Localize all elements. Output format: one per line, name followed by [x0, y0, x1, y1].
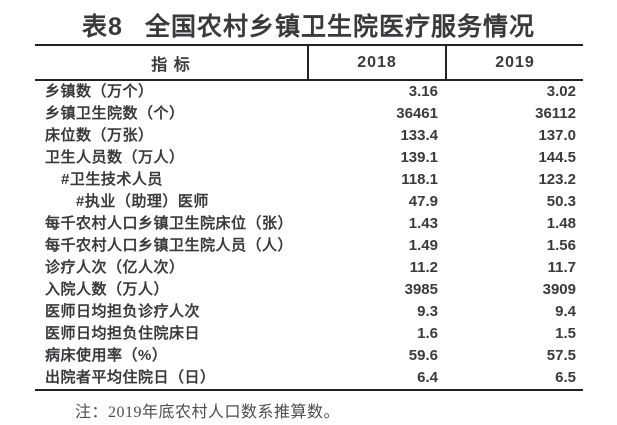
row-value-2019: 3.02: [546, 83, 576, 100]
row-value-2018: 3.16: [408, 83, 438, 100]
row-value-2018: 36461: [396, 105, 438, 122]
row-label: 病床使用率（%）: [45, 347, 168, 364]
row-label: 每千农村人口乡镇卫生院人员（人）: [45, 237, 294, 254]
table-row: 医师日均担负住院床日 1.6 1.5: [35, 323, 583, 345]
table-row: 乡镇数（万个） 3.16 3.02: [35, 81, 583, 103]
table-row-sub: #卫生技术人员 118.1 123.2: [35, 169, 583, 191]
table-title: 表8 全国农村乡镇卫生院医疗服务情况: [0, 7, 617, 43]
row-value-2019: 1.5: [555, 325, 576, 342]
header-year-2018: 2018: [307, 46, 445, 79]
row-value-2019: 57.5: [546, 347, 576, 364]
header-year-2019: 2019: [445, 46, 583, 79]
row-value-2018: 47.9: [408, 193, 438, 210]
row-value-2018: 11.2: [409, 259, 438, 276]
table-title-text: 全国农村乡镇卫生院医疗服务情况: [144, 13, 535, 41]
row-label: 乡镇卫生院数（个）: [45, 105, 185, 122]
row-value-2018: 118.1: [401, 171, 438, 188]
row-value-2018: 1.49: [408, 237, 438, 254]
row-value-2019: 3909: [542, 281, 576, 298]
table-row: 卫生人员数（万人） 139.1 144.5: [35, 147, 583, 169]
row-value-2018: 133.4: [400, 127, 438, 144]
table-row: 床位数（万张） 133.4 137.0: [35, 125, 583, 147]
row-value-2019: 144.5: [538, 149, 576, 166]
row-value-2018: 1.43: [408, 215, 438, 232]
row-value-2019: 123.2: [538, 171, 576, 188]
table-number: 表8: [82, 13, 123, 41]
row-label: 每千农村人口乡镇卫生院床位（张）: [45, 215, 294, 232]
row-label: 卫生人员数（万人）: [45, 149, 185, 166]
row-value-2019: 11.7: [547, 259, 576, 276]
table-row: 每千农村人口乡镇卫生院人员（人） 1.49 1.56: [35, 235, 583, 257]
row-label: 医师日均担负住院床日: [45, 325, 201, 342]
table-row-sub: #执业（助理）医师 47.9 50.3: [35, 191, 583, 213]
row-value-2018: 3985: [404, 281, 438, 298]
row-value-2019: 1.56: [546, 237, 576, 254]
table-row: 乡镇卫生院数（个） 36461 36112: [35, 103, 583, 125]
footnote: 注：2019年底农村人口数系推算数。: [75, 404, 341, 421]
row-label: 乡镇数（万个）: [45, 83, 154, 100]
row-label: 入院人数（万人）: [45, 281, 170, 298]
row-value-2018: 6.4: [417, 369, 438, 386]
row-label: #卫生技术人员: [61, 171, 163, 188]
row-label: 出院者平均住院日（日）: [45, 369, 216, 386]
row-value-2019: 9.4: [555, 303, 576, 320]
row-label: 诊疗人次（亿人次）: [45, 259, 185, 276]
table-row: 出院者平均住院日（日） 6.4 6.5: [35, 367, 583, 389]
row-value-2019: 137.0: [538, 127, 576, 144]
table-header-row: 指 标 2018 2019: [35, 44, 583, 81]
table-body: 乡镇数（万个） 3.16 3.02 乡镇卫生院数（个） 36461 36112 …: [35, 81, 583, 391]
row-label: 医师日均担负诊疗人次: [45, 303, 201, 320]
row-value-2018: 9.3: [417, 303, 438, 320]
table-row: 入院人数（万人） 3985 3909: [35, 279, 583, 301]
row-label: 床位数（万张）: [45, 127, 154, 144]
table-row: 诊疗人次（亿人次） 11.2 11.7: [35, 257, 583, 279]
row-value-2019: 50.3: [546, 193, 576, 210]
header-indicator: 指 标: [151, 56, 191, 74]
row-value-2018: 59.6: [408, 347, 438, 364]
row-value-2018: 1.6: [417, 325, 438, 342]
table-row: 病床使用率（%） 59.6 57.5: [35, 345, 583, 367]
row-label: #执业（助理）医师: [76, 193, 209, 210]
row-value-2019: 36112: [535, 105, 576, 122]
row-value-2019: 1.48: [546, 215, 576, 232]
row-value-2018: 139.1: [400, 149, 438, 166]
table-row: 每千农村人口乡镇卫生院床位（张） 1.43 1.48: [35, 213, 583, 235]
table-row: 医师日均担负诊疗人次 9.3 9.4: [35, 301, 583, 323]
data-table: 指 标 2018 2019 乡镇数（万个） 3.16 3.02 乡镇卫生院数（个…: [35, 44, 583, 391]
row-value-2019: 6.5: [555, 369, 576, 386]
